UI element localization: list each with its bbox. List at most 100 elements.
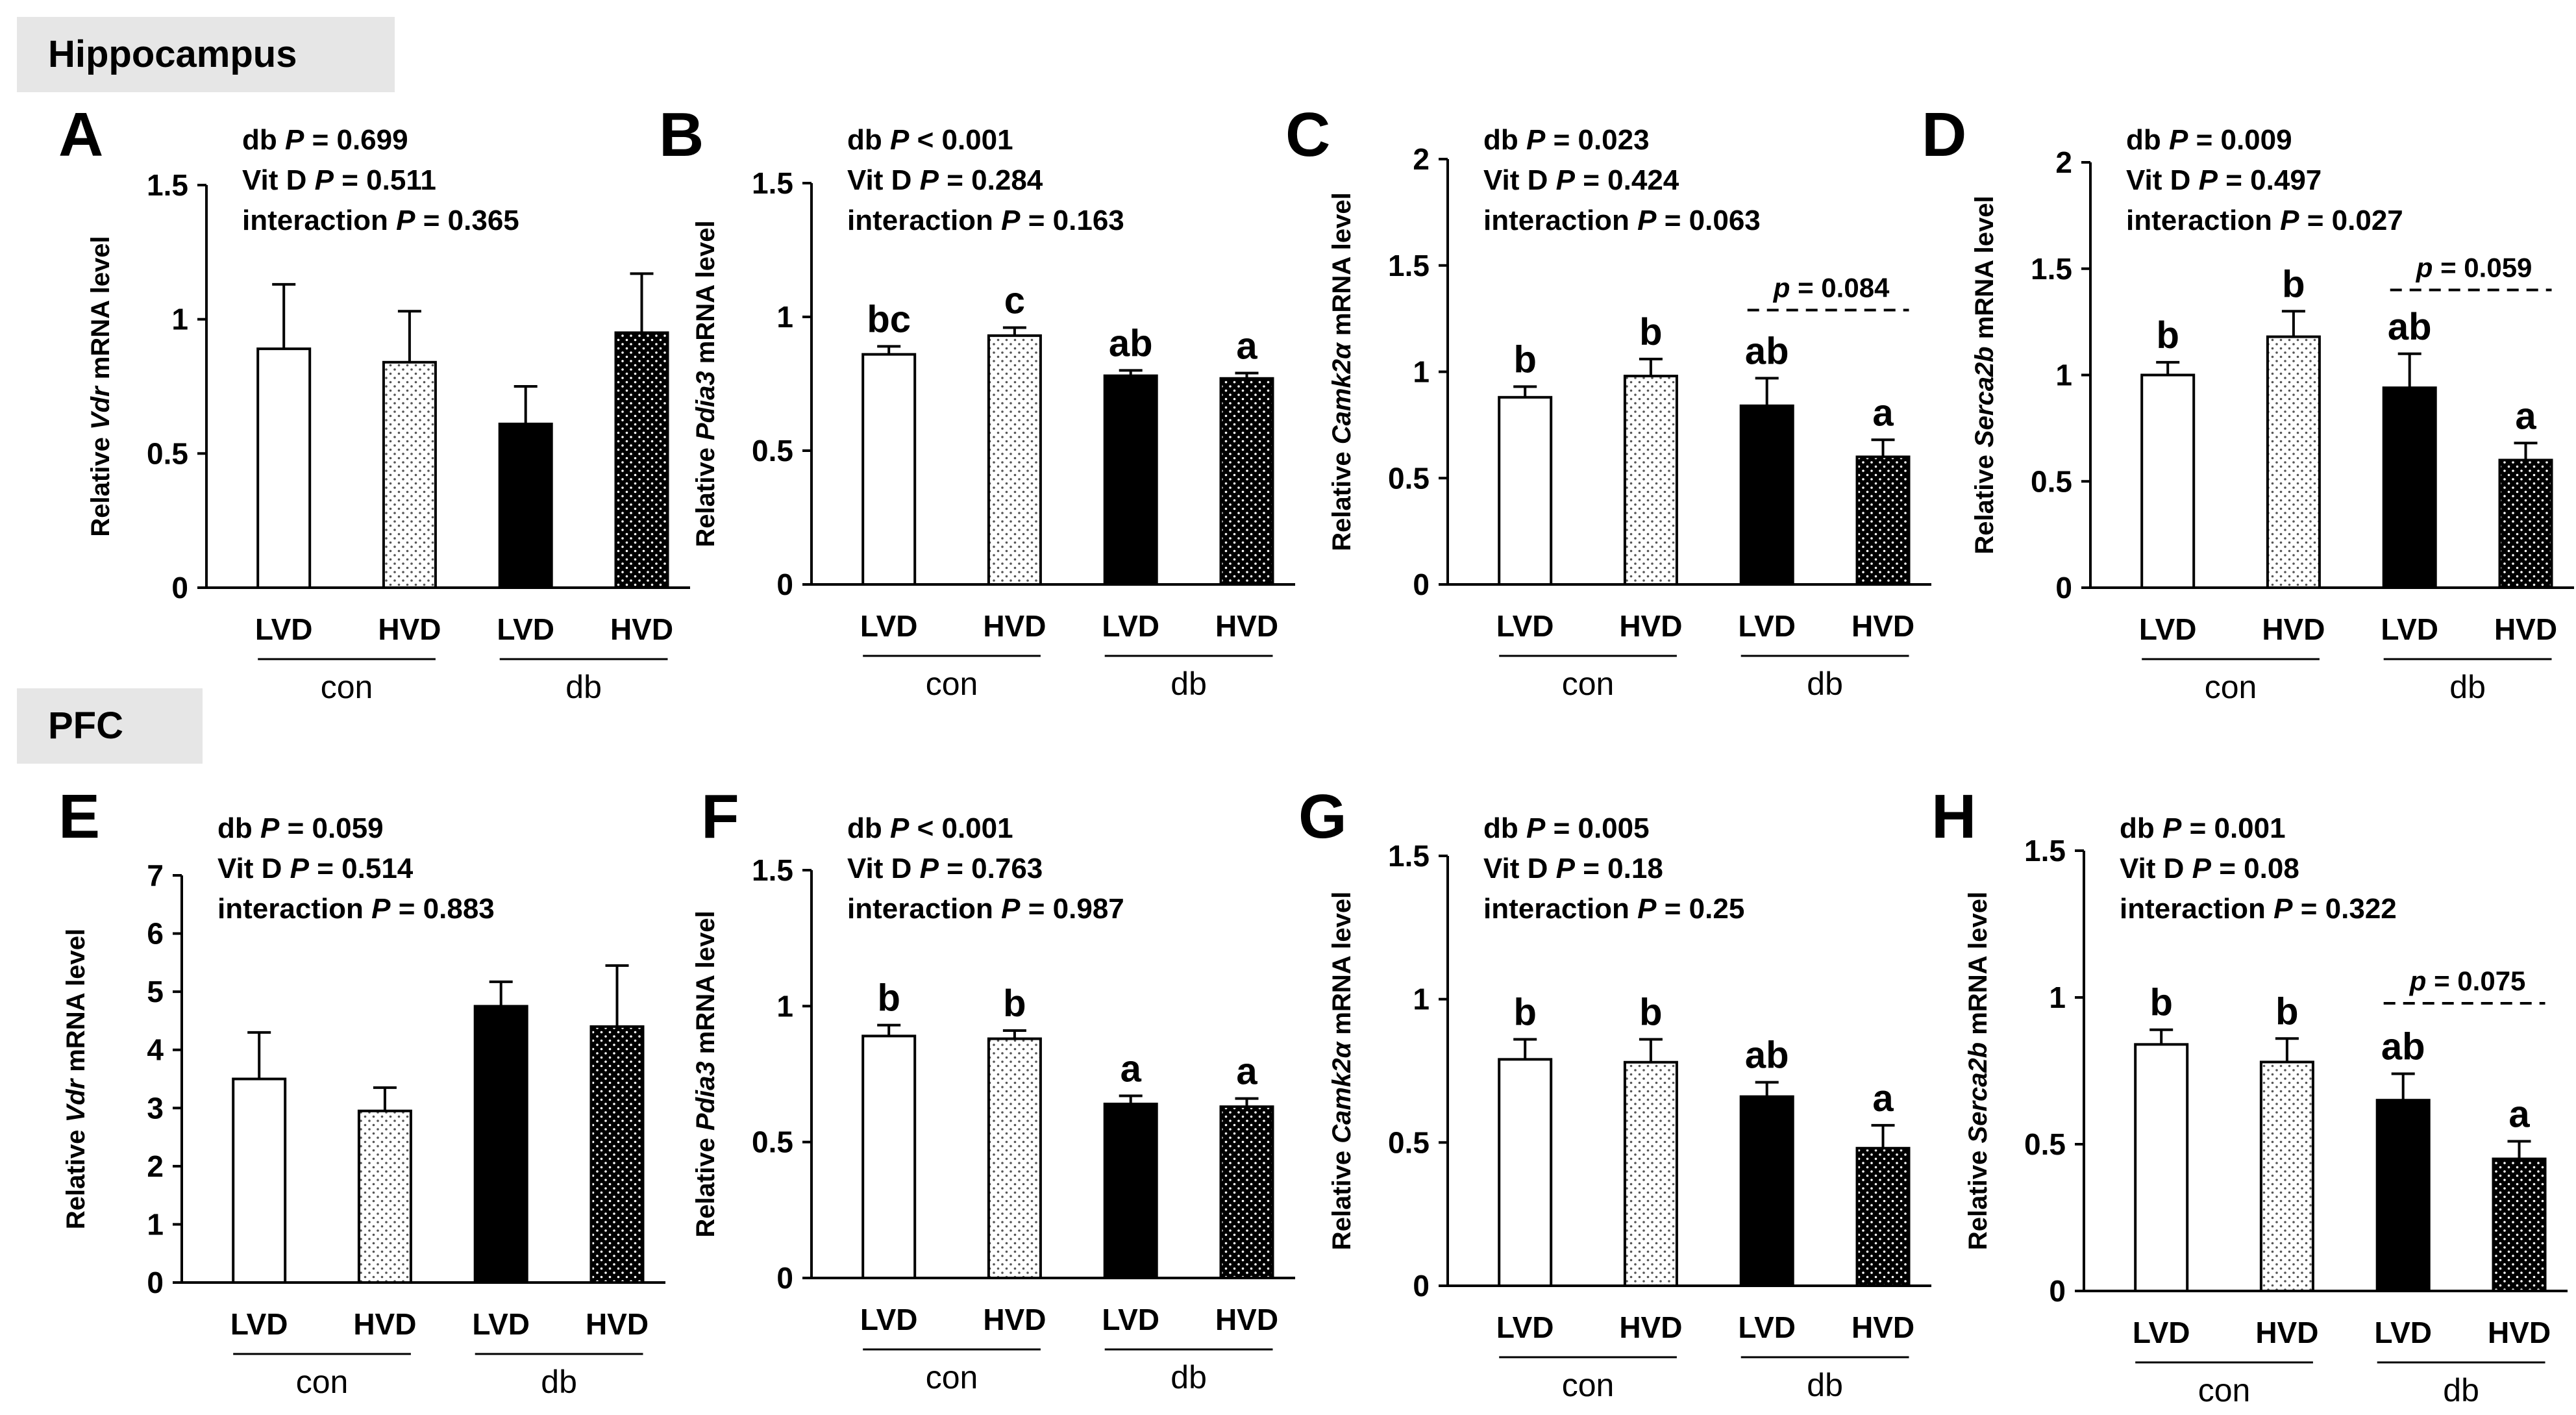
y-tick-label: 0 [147, 1266, 164, 1299]
stats-line: db P = 0.005 [1483, 812, 1650, 844]
group-label: con [1562, 666, 1615, 702]
category-label: HVD [378, 612, 441, 646]
group-label: con [321, 669, 373, 705]
group-label: db [1807, 666, 1843, 702]
significance-letter: a [1121, 1047, 1142, 1090]
bar [1623, 375, 1678, 586]
significance-letter: b [2282, 263, 2305, 305]
bar [1219, 1105, 1274, 1279]
stats-line: interaction P = 0.883 [217, 893, 495, 925]
category-label: HVD [586, 1307, 649, 1341]
y-tick-label: 0.5 [147, 436, 188, 470]
stats-line: Vit D P = 0.284 [847, 164, 1043, 196]
significance-letter: a [1236, 325, 1257, 368]
significance-letter: b [2156, 314, 2179, 357]
panel-letter: B [659, 100, 704, 169]
group-label: con [296, 1364, 349, 1400]
category-label: LVD [230, 1307, 288, 1341]
category-label: LVD [497, 612, 554, 646]
y-tick-label: 1.5 [2024, 834, 2066, 868]
category-label: LVD [1738, 1310, 1796, 1344]
category-label: HVD [1619, 1310, 1682, 1344]
group-label: db [1807, 1367, 1843, 1403]
bar [2498, 458, 2553, 589]
category-label: LVD [1496, 609, 1554, 643]
y-axis-label: Relative Pdia3 mRNA level [691, 220, 720, 547]
stats-line: Vit D P = 0.18 [1483, 853, 1663, 884]
significance-letter: a [1872, 1077, 1894, 1120]
category-label: HVD [1852, 1310, 1914, 1344]
trend-p-label: p = 0.059 [2416, 253, 2533, 283]
significance-letter: b [1639, 311, 1662, 353]
y-tick-label: 1 [1413, 983, 1430, 1016]
category-label: LVD [860, 1303, 918, 1336]
category-label: LVD [1496, 1310, 1554, 1344]
stats-line: Vit D P = 0.511 [242, 164, 436, 196]
y-axis-label: Relative Serca2b mRNA level [1970, 195, 1999, 554]
stats-line: interaction P = 0.25 [1483, 893, 1744, 925]
y-tick-label: 0 [171, 571, 188, 605]
significance-letter: ab [1745, 330, 1789, 372]
stats-line: Vit D P = 0.08 [2120, 853, 2299, 884]
bar [861, 1034, 917, 1280]
bar [256, 347, 312, 590]
bar [2375, 1099, 2431, 1292]
group-label: db [1170, 666, 1207, 702]
y-tick-label: 0.5 [1388, 461, 1430, 495]
stats-line: interaction P = 0.027 [2126, 205, 2403, 236]
significance-letter: a [1872, 392, 1894, 434]
stats-line: Vit D P = 0.424 [1483, 164, 1679, 196]
category-label: HVD [1215, 1303, 1278, 1336]
y-tick-label: 0.5 [752, 1125, 793, 1159]
group-label: db [2443, 1372, 2479, 1409]
category-label: LVD [860, 609, 918, 643]
significance-letter: b [1513, 338, 1536, 381]
y-tick-label: 1.5 [752, 853, 793, 887]
category-label: HVD [2262, 612, 2325, 646]
stats-line: interaction P = 0.987 [847, 893, 1124, 925]
stats-line: db P < 0.001 [847, 812, 1013, 844]
significance-letter: ab [1109, 322, 1153, 364]
category-label: HVD [2255, 1316, 2318, 1349]
category-label: LVD [1102, 609, 1159, 643]
stats-line: db P = 0.059 [217, 812, 384, 844]
group-label: con [2198, 1372, 2251, 1409]
bar [1623, 1060, 1678, 1287]
bar [1219, 377, 1274, 586]
category-label: HVD [2494, 612, 2557, 646]
category-label: LVD [2133, 1316, 2190, 1349]
y-tick-label: 5 [147, 975, 164, 1008]
category-label: HVD [1852, 609, 1914, 643]
panel-letter: C [1285, 100, 1330, 169]
category-label: LVD [472, 1307, 530, 1341]
y-tick-label: 0.5 [2031, 464, 2072, 498]
stats-line: Vit D P = 0.497 [2126, 164, 2322, 196]
bar [987, 1037, 1042, 1280]
y-tick-label: 1 [147, 1207, 164, 1241]
section-label-hippocampus: Hippocampus [17, 17, 395, 92]
y-axis-label: Relative Pdia3 mRNA level [691, 910, 720, 1237]
bar [1498, 1058, 1553, 1287]
y-tick-label: 4 [147, 1033, 164, 1067]
bar [987, 334, 1042, 586]
category-label: LVD [2381, 612, 2438, 646]
y-tick-label: 1 [1413, 355, 1430, 389]
significance-letter: a [2515, 395, 2536, 437]
trend-p-label: p = 0.075 [2409, 966, 2526, 996]
group-label: con [926, 1359, 978, 1396]
significance-letter: b [877, 977, 900, 1020]
y-tick-label: 6 [147, 917, 164, 951]
significance-letter: a [2508, 1093, 2530, 1135]
category-label: HVD [353, 1307, 416, 1341]
panel-letter: D [1922, 100, 1966, 169]
y-tick-label: 0 [2055, 571, 2072, 605]
category-label: HVD [1215, 609, 1278, 643]
y-tick-label: 7 [147, 858, 164, 892]
stats-line: interaction P = 0.322 [2120, 893, 2397, 925]
bar [1103, 374, 1158, 586]
